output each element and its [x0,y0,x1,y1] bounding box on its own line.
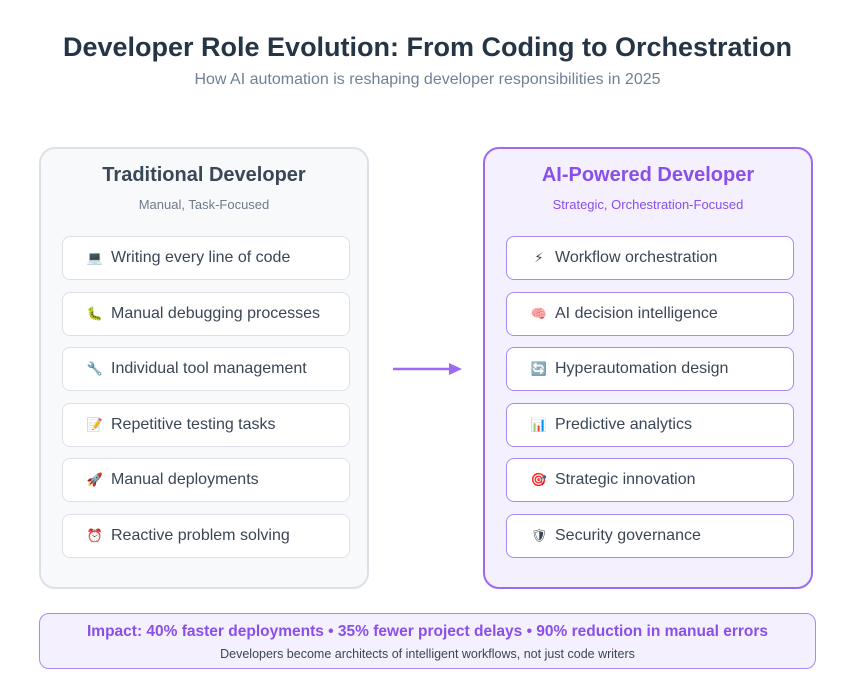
ai-item-label: Workflow orchestration [555,249,718,266]
ai-item: 🛡 Security governance [506,513,794,558]
ai-item-list: ⚡ Workflow orchestration 🧠 AI decision i… [506,236,794,569]
ai-item: ⚡ Workflow orchestration [506,236,794,280]
traditional-item-label: Manual deployments [111,471,259,488]
ai-item: 🎯 Strategic innovation [506,458,794,502]
refresh-icon: 🔄 [530,361,548,376]
page-title: Developer Role Evolution: From Coding to… [62,32,793,62]
traditional-item-label: Manual debugging processes [111,304,321,322]
traditional-item-label: Repetitive testing tasks [111,415,276,433]
impact-note: Developers become architects of intellig… [220,647,635,661]
traditional-item: ⏰ Reactive problem solving [62,513,350,558]
ai-panel-title: AI-Powered Developer [541,164,755,186]
ai-item-label: AI decision intelligence [555,304,718,322]
traditional-item: 🔧 Individual tool management [62,347,350,391]
laptop-icon: 💻 [86,250,104,265]
ai-item-label: Predictive analytics [555,415,692,433]
rocket-icon: 🚀 [86,472,104,487]
traditional-item-label: Reactive problem solving [111,526,290,544]
traditional-item: 💻 Writing every line of code [62,236,350,280]
ai-powered-developer-panel: AI-Powered Developer Strategic, Orchestr… [483,147,813,589]
ai-item-label: Hyperautomation design [555,360,729,377]
traditional-item: 🐛 Manual debugging processes [62,291,350,336]
brain-icon: 🧠 [530,305,548,321]
traditional-item: 📝 Repetitive testing tasks [62,402,350,447]
wrench-icon: 🔧 [86,361,104,376]
ai-item-label: Security governance [555,526,701,544]
traditional-item-list: 💻 Writing every line of code 🐛 Manual de… [62,236,350,569]
page-subtitle: How AI automation is reshaping developer… [194,71,661,88]
shield-icon: 🛡 [530,527,548,543]
memo-icon: 📝 [86,416,104,432]
alarm-clock-icon: ⏰ [86,527,104,543]
target-icon: 🎯 [530,472,548,487]
traditional-developer-panel: Traditional Developer Manual, Task-Focus… [39,147,369,589]
bar-chart-icon: 📊 [530,416,548,432]
traditional-panel-title: Traditional Developer [102,164,306,186]
lightning-icon: ⚡ [534,250,544,265]
ai-item-label: Strategic innovation [555,471,696,488]
impact-headline: Impact: 40% faster deployments • 35% few… [86,623,769,640]
ai-item: 📊 Predictive analytics [506,402,794,447]
arrow-head [449,363,462,375]
bug-icon: 🐛 [86,305,104,321]
ai-panel-subtitle: Strategic, Orchestration-Focused [552,197,744,212]
traditional-item-label: Writing every line of code [111,249,291,266]
ai-item: 🧠 AI decision intelligence [506,291,794,336]
traditional-panel-subtitle: Manual, Task-Focused [138,197,270,212]
traditional-item: 🚀 Manual deployments [62,458,350,502]
ai-item: 🔄 Hyperautomation design [506,347,794,391]
traditional-item-label: Individual tool management [111,360,307,377]
impact-summary-box: Impact: 40% faster deployments • 35% few… [39,613,816,669]
transition-arrow-icon [393,363,462,375]
